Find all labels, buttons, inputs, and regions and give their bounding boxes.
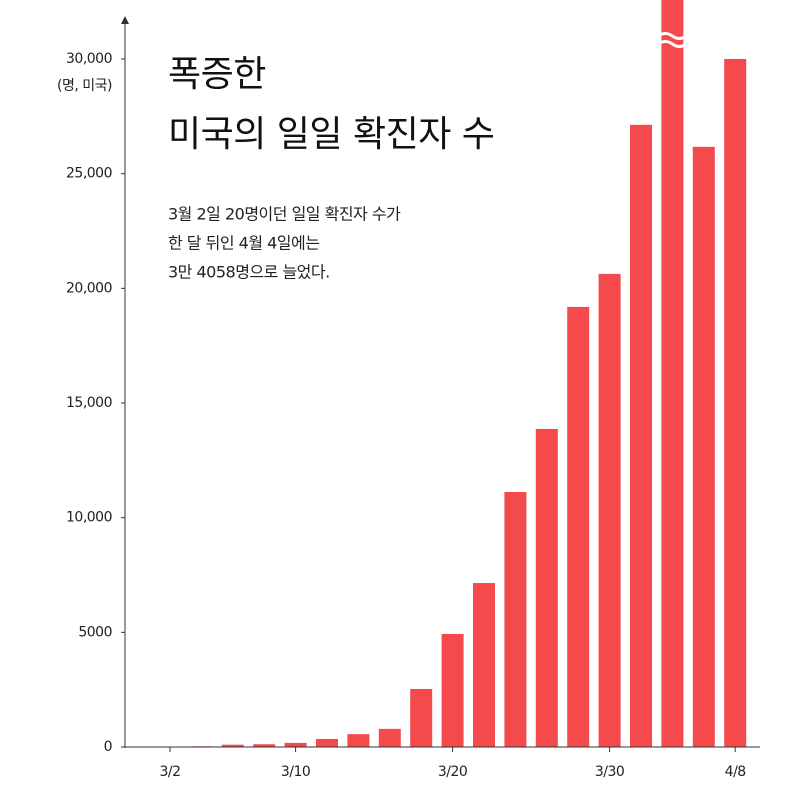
bar (504, 491, 527, 747)
x-tick-label: 3/30 (595, 764, 624, 780)
chart-title: 폭증한 (168, 54, 266, 95)
bar (692, 146, 715, 748)
x-tick-label: 3/20 (438, 764, 467, 780)
y-tick-label: 5000 (78, 624, 112, 640)
chart-title: 미국의 일일 확진자 수 (168, 114, 494, 155)
subtitle: 3만 4058명으로 늘었다. (168, 263, 330, 282)
x-tick-label: 3/2 (159, 764, 180, 780)
bar (284, 742, 307, 747)
y-tick-label: 25,000 (66, 166, 112, 182)
y-axis-label: (명, 미국) (57, 78, 112, 94)
bar (347, 734, 370, 747)
y-tick-label: 15,000 (66, 395, 112, 411)
y-tick-label: 30,000 (66, 51, 112, 67)
bar (253, 744, 276, 747)
bar (598, 273, 621, 747)
bar (316, 738, 338, 747)
axis-break (657, 32, 688, 48)
bar (724, 59, 747, 747)
y-axis-arrow (121, 16, 129, 24)
bar (441, 633, 464, 747)
bar (661, 0, 684, 748)
bar (473, 583, 495, 747)
bar (567, 306, 590, 747)
y-tick-label: 10,000 (66, 510, 112, 526)
x-tick-label: 3/10 (281, 764, 310, 780)
bar (378, 728, 401, 747)
bar (535, 428, 558, 747)
bar (630, 124, 652, 747)
y-tick-label: 20,000 (66, 280, 112, 296)
x-tick-label: 4/8 (725, 764, 746, 780)
bar (410, 688, 433, 747)
subtitle: 3월 2일 20명이던 일일 확진자 수가 (168, 205, 401, 224)
y-tick-label: 0 (104, 739, 112, 755)
subtitle: 한 달 뒤인 4월 4일에는 (168, 234, 319, 253)
bar (221, 744, 244, 747)
